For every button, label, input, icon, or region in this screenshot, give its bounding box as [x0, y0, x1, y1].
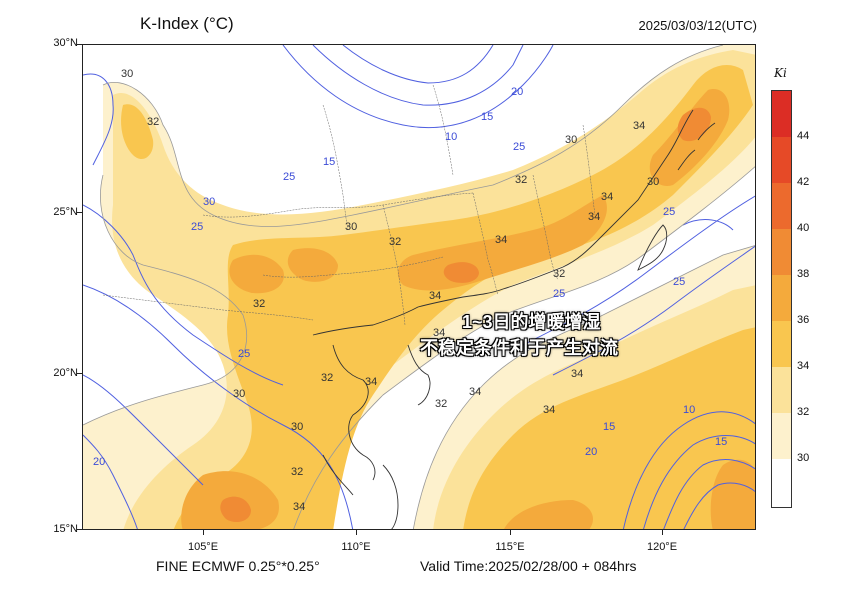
province-borders — [102, 84, 596, 326]
colorbar-segment — [772, 367, 791, 413]
coastline — [312, 109, 716, 529]
contour-label: 25 — [663, 206, 675, 218]
ytick-label: 25°N — [53, 206, 78, 218]
model-source: FINE ECMWF 0.25°*0.25° — [156, 558, 320, 574]
contour-label: 32 — [389, 236, 401, 248]
contour-label: 15 — [323, 156, 335, 168]
ytick-label: 30°N — [53, 37, 78, 49]
colorbar-label: 38 — [797, 268, 810, 280]
xtick-label: 110°E — [341, 541, 371, 553]
contour-label: 20 — [93, 456, 105, 468]
contour-label: 34 — [588, 211, 600, 223]
contour-label: 32 — [253, 298, 265, 310]
contour-label: 30 — [345, 221, 357, 233]
contour-label: 25 — [513, 141, 525, 153]
xtick-mark — [356, 530, 357, 535]
contour-label: 32 — [515, 174, 527, 186]
colorbar-label: 40 — [797, 222, 810, 234]
ytick-label: 15°N — [53, 523, 78, 535]
contour-label: 32 — [435, 398, 447, 410]
shade-38-40 — [220, 107, 711, 522]
colorbar-segment — [772, 321, 791, 367]
contour-label: 34 — [469, 386, 481, 398]
colorbar — [771, 90, 792, 508]
xtick-mark — [510, 530, 511, 535]
k-index-field: 30 32 32 30 32 34 34 34 32 34 34 32 34 3… — [83, 45, 755, 529]
contour-label: 32 — [291, 466, 303, 478]
annotation-line-1: 1~3日的增暖增湿 — [462, 312, 601, 332]
contour-label: 34 — [293, 501, 305, 513]
annotation-line-2: 不稳定条件利于产生对流 — [420, 338, 618, 358]
contour-label: 30 — [121, 68, 133, 80]
contour-label: 15 — [481, 111, 493, 123]
colorbar-segment — [772, 413, 791, 459]
ytick-label: 20°N — [53, 367, 78, 379]
contour-label: 10 — [683, 404, 695, 416]
colorbar-segment — [772, 275, 791, 321]
colorbar-segment — [772, 183, 791, 229]
contour-label: 34 — [571, 368, 583, 380]
xtick-label: 105°E — [187, 541, 219, 553]
ytick-mark — [77, 44, 82, 45]
contour-label: 34 — [365, 376, 377, 388]
contour-label: 25 — [283, 171, 295, 183]
contour-label: 34 — [433, 327, 445, 339]
colorbar-segment — [772, 91, 791, 137]
xtick-label: 115°E — [495, 541, 525, 553]
colorbar-label: 44 — [797, 130, 810, 142]
contour-label: 32 — [321, 372, 333, 384]
valid-time: Valid Time:2025/02/28/00 + 084hrs — [420, 558, 637, 574]
contour-label: 34 — [601, 191, 613, 203]
contour-label: 20 — [585, 446, 597, 458]
contour-label: 30 — [233, 388, 245, 400]
contour-label: 25 — [673, 276, 685, 288]
contour-label: 34 — [429, 290, 441, 302]
colorbar-label: 32 — [797, 406, 810, 418]
contour-label: 20 — [511, 86, 523, 98]
xtick-mark — [662, 530, 663, 535]
contour-label: 30 — [647, 176, 659, 188]
contour-label: 10 — [445, 131, 457, 143]
contour-label: 15 — [715, 436, 727, 448]
ytick-mark — [77, 529, 82, 530]
contour-label: 34 — [495, 234, 507, 246]
ytick-mark — [77, 373, 82, 374]
map-panel: 30 32 32 30 32 34 34 34 32 34 34 32 34 3… — [82, 44, 756, 530]
ytick-mark — [77, 212, 82, 213]
xtick-label: 120°E — [646, 541, 678, 553]
contour-label: 32 — [553, 268, 565, 280]
colorbar-segment — [772, 137, 791, 183]
init-datetime: 2025/03/03/12(UTC) — [638, 18, 757, 33]
contour-label: 15 — [603, 421, 615, 433]
xtick-mark — [203, 530, 204, 535]
contour-label: 30 — [291, 421, 303, 433]
colorbar-segment — [772, 459, 791, 507]
contour-label: 32 — [147, 116, 159, 128]
blue-contour-labels: 30 25 20 15 10 15 25 25 25 25 25 25 20 1… — [93, 86, 727, 468]
grey-contour-labels: 30 32 32 30 32 34 34 34 32 34 34 32 34 3… — [121, 68, 659, 513]
contour-label: 34 — [633, 120, 645, 132]
colorbar-label: 42 — [797, 176, 810, 188]
contour-label: 25 — [238, 348, 250, 360]
colorbar-segment — [772, 229, 791, 275]
contour-label: 30 — [203, 196, 215, 208]
contour-label: 25 — [553, 288, 565, 300]
colorbar-label: 36 — [797, 314, 810, 326]
colorbar-label: 34 — [797, 360, 810, 372]
contour-label: 30 — [565, 134, 577, 146]
contour-label: 25 — [191, 221, 203, 233]
colorbar-label: 30 — [797, 452, 810, 464]
legend-symbol: Ki — [774, 66, 787, 80]
map-title: K-Index (°C) — [140, 14, 234, 33]
shade-34-36 — [121, 65, 755, 529]
contour-label: 34 — [543, 404, 555, 416]
